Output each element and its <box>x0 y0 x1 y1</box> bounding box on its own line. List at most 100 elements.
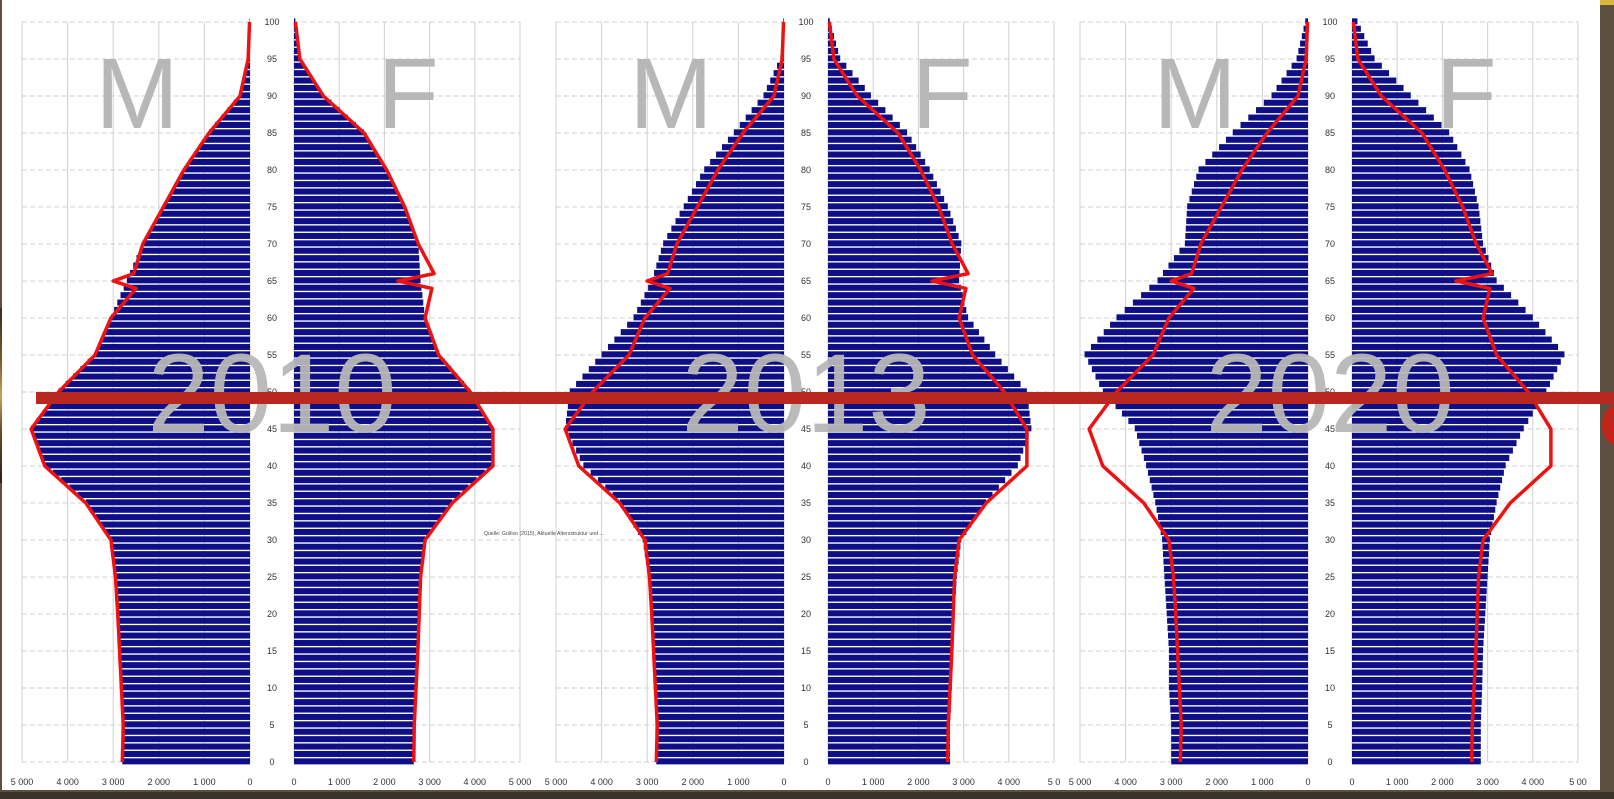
female-bar <box>828 358 1002 365</box>
male-bar <box>654 699 784 706</box>
male-bar <box>649 595 784 602</box>
male-bar <box>119 639 250 646</box>
male-bar <box>116 588 250 595</box>
female-bar <box>294 410 484 417</box>
female-bar <box>828 536 962 543</box>
female-bar <box>1352 728 1481 735</box>
female-bar <box>294 750 414 757</box>
male-bar <box>1168 662 1308 669</box>
male-bar <box>687 195 784 202</box>
age-tick-label: 90 <box>801 91 811 101</box>
male-bar <box>1141 447 1308 454</box>
age-tick-label: 60 <box>1325 313 1335 323</box>
female-bar <box>294 521 436 528</box>
female-bar <box>828 669 953 676</box>
male-bar <box>107 321 250 328</box>
male-bar <box>691 188 784 195</box>
female-bar <box>1352 536 1490 543</box>
female-bar <box>294 454 493 461</box>
male-bar <box>751 107 784 114</box>
female-bar <box>1352 121 1442 128</box>
female-bar <box>1352 706 1482 713</box>
x-tick-label-male: 1 000 <box>193 777 216 787</box>
male-bar <box>1090 343 1308 350</box>
male-bar <box>588 366 784 373</box>
female-bar <box>1352 166 1470 173</box>
male-bar <box>1163 565 1308 572</box>
age-tick-label: 45 <box>267 424 277 434</box>
age-axis: 0510152025303540455055606570758085909510… <box>798 17 813 767</box>
male-bar <box>1166 610 1308 617</box>
male-bar <box>1088 358 1308 365</box>
male-bar <box>627 321 784 328</box>
age-tick-label: 75 <box>1325 202 1335 212</box>
female-bar <box>1352 543 1490 550</box>
male-bar <box>579 454 784 461</box>
female-bar <box>828 232 959 239</box>
age-tick-label: 70 <box>267 239 277 249</box>
male-bar <box>656 750 784 757</box>
female-bar <box>828 699 952 706</box>
female-bar <box>294 736 415 743</box>
female-bar <box>1352 440 1517 447</box>
male-bar <box>721 144 784 151</box>
male-bar <box>118 617 250 624</box>
female-bar <box>294 721 415 728</box>
male-bar <box>1301 33 1308 40</box>
female-bar <box>828 218 954 225</box>
x-tick-label-male: 5 000 <box>11 777 34 787</box>
male-bar <box>1164 573 1308 580</box>
male-bar <box>647 565 784 572</box>
female-bar <box>294 40 299 47</box>
age-tick-label: 5 <box>1327 720 1332 730</box>
male-bar <box>1173 255 1308 262</box>
male-bar <box>1168 676 1308 683</box>
male-bar <box>183 166 250 173</box>
female-bar <box>1352 144 1458 151</box>
female-bar <box>1352 151 1462 158</box>
age-tick-label: 0 <box>1327 757 1332 767</box>
male-bar <box>1134 425 1308 432</box>
male-bar <box>656 736 784 743</box>
male-bar <box>69 484 250 491</box>
male-bar <box>644 292 784 299</box>
female-bar <box>1352 654 1483 661</box>
female-bar <box>1352 380 1550 387</box>
male-bar <box>605 484 784 491</box>
age-tick-label: 55 <box>801 350 811 360</box>
female-bar <box>1352 336 1552 343</box>
male-bar <box>675 218 784 225</box>
male-bar <box>1171 728 1308 735</box>
male-bar <box>155 218 250 225</box>
male-bar <box>126 277 250 284</box>
female-bar <box>828 166 930 173</box>
source-note: Quelle: Gulliso (2015), Aktuelle Alterss… <box>484 531 605 537</box>
male-bar <box>1225 136 1308 143</box>
male-bar <box>1171 743 1308 750</box>
male-bar <box>175 181 250 188</box>
male-bar <box>243 77 250 84</box>
female-bar <box>1352 262 1492 269</box>
female-bar <box>294 713 415 720</box>
female-bar <box>1352 114 1434 121</box>
age-tick-label: 10 <box>1325 683 1335 693</box>
male-bar <box>745 114 784 121</box>
age-tick-label: 65 <box>267 276 277 286</box>
male-bar <box>716 151 784 158</box>
age-tick-label: 55 <box>267 350 277 360</box>
female-bar <box>294 321 428 328</box>
male-bar <box>121 691 250 698</box>
female-bar <box>828 588 956 595</box>
male-bar <box>638 528 784 535</box>
female-bar <box>828 632 954 639</box>
age-tick-label: 30 <box>801 535 811 545</box>
male-bar <box>122 736 250 743</box>
female-bar <box>1352 136 1454 143</box>
female-bar <box>1352 462 1506 469</box>
female-bar <box>1352 366 1558 373</box>
male-bar <box>650 602 784 609</box>
male-bar <box>656 262 784 269</box>
male-bar <box>655 706 784 713</box>
age-tick-label: 20 <box>801 609 811 619</box>
male-bar <box>1157 277 1308 284</box>
